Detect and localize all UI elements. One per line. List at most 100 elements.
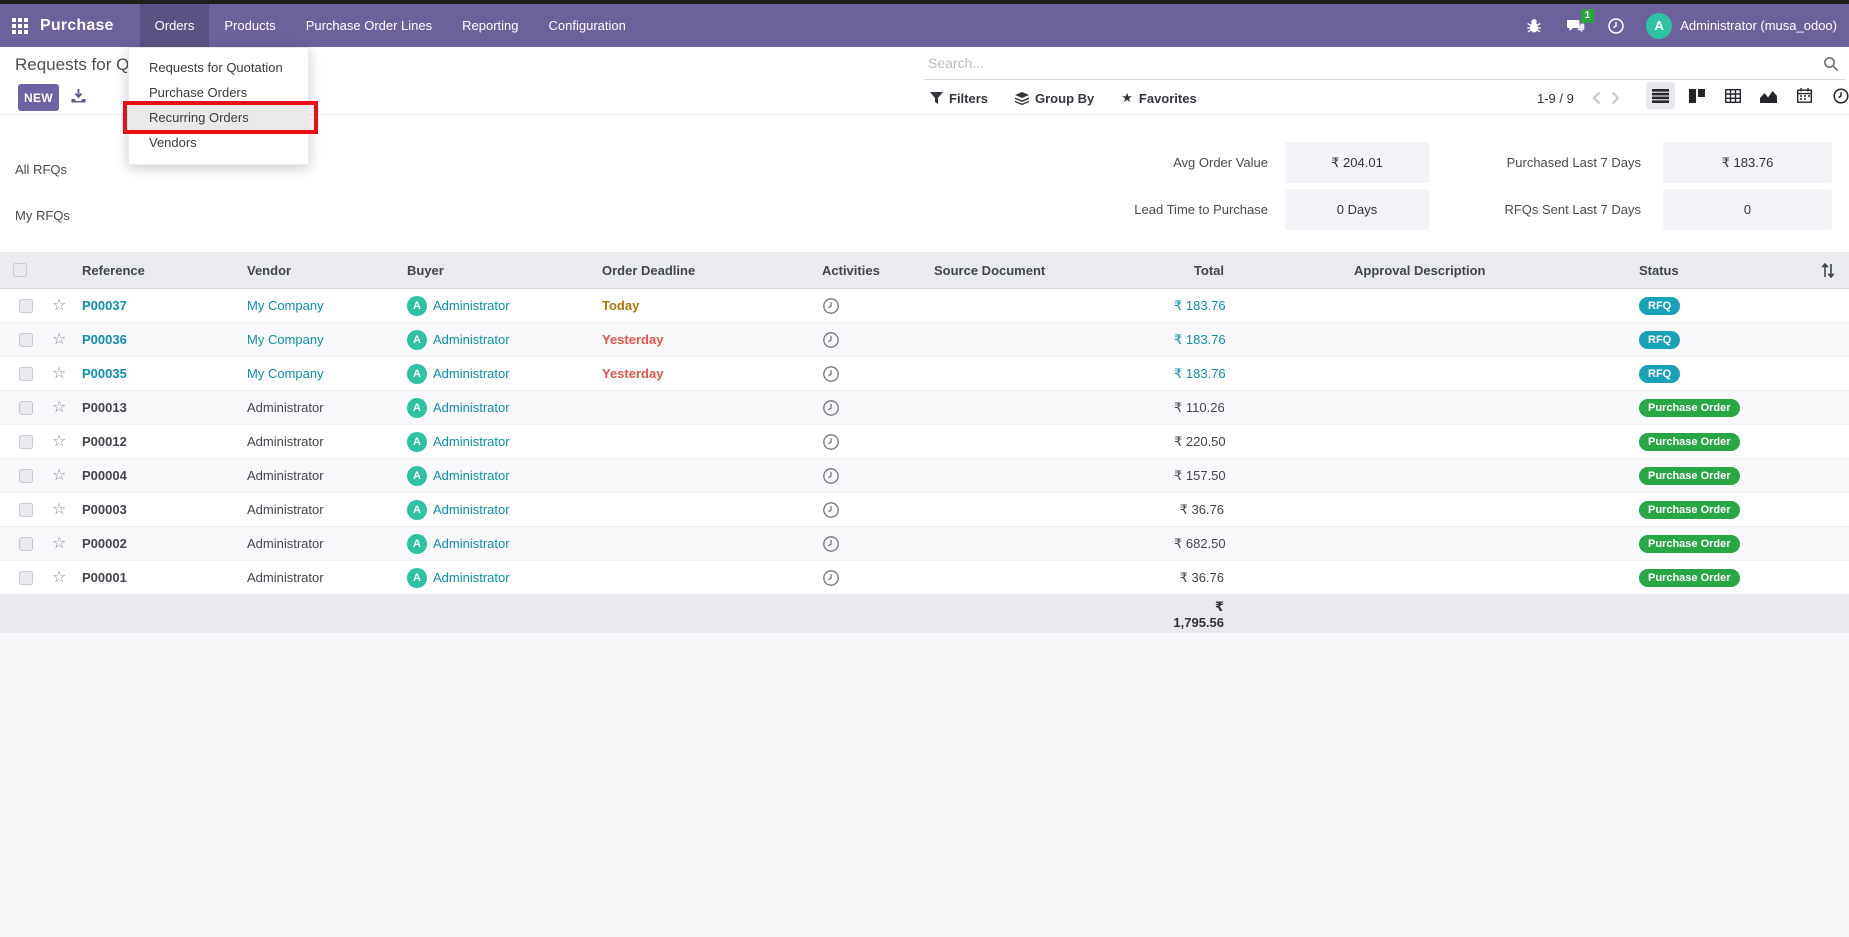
menu-item-purchase-orders[interactable]: Purchase Orders (149, 85, 248, 100)
header-status[interactable]: Status (1639, 262, 1679, 278)
nav-menu-reporting[interactable]: Reporting (462, 18, 519, 33)
nav-menu-products[interactable]: Products (224, 18, 276, 33)
row-checkbox[interactable] (19, 434, 33, 449)
app-title[interactable]: Purchase (40, 16, 114, 34)
table-row[interactable]: ☆ P00012 Administrator A Administrator ₹… (0, 425, 1849, 459)
reference-link[interactable]: P00004 (82, 468, 127, 483)
schedule-activity-clock-icon[interactable] (822, 467, 922, 485)
header-vendor[interactable]: Vendor (247, 262, 292, 278)
purchased-last-7-days-box[interactable]: ₹ 183.76 (1663, 142, 1832, 183)
schedule-activity-clock-icon[interactable] (822, 501, 922, 519)
schedule-activity-clock-icon[interactable] (822, 365, 922, 383)
schedule-activity-clock-icon[interactable] (822, 433, 922, 451)
group-by-button[interactable]: Group By (1015, 91, 1094, 106)
nav-menu-orders[interactable]: Orders (139, 4, 210, 47)
debug-bug-icon[interactable] (1523, 15, 1545, 37)
buyer-cell[interactable]: A Administrator (395, 329, 590, 350)
pager-prev-icon[interactable] (1592, 91, 1601, 105)
menu-item-requests-for-quotation[interactable]: Requests for Quotation (149, 60, 283, 75)
vendor-cell[interactable]: My Company (247, 332, 324, 347)
reference-link[interactable]: P00013 (82, 400, 127, 415)
vendor-cell[interactable]: Administrator (247, 502, 324, 517)
table-row[interactable]: ☆ P00013 Administrator A Administrator ₹… (0, 391, 1849, 425)
reference-link[interactable]: P00035 (82, 366, 127, 381)
buyer-cell[interactable]: A Administrator (395, 363, 590, 384)
buyer-cell[interactable]: A Administrator (395, 499, 590, 520)
view-graph-icon[interactable] (1754, 82, 1783, 109)
favorite-star-icon[interactable]: ☆ (52, 502, 67, 517)
view-kanban-icon[interactable] (1682, 82, 1711, 109)
header-activities[interactable]: Activities (822, 262, 880, 278)
menu-item-recurring-orders[interactable]: Recurring Orders (123, 101, 318, 134)
row-checkbox[interactable] (19, 570, 33, 585)
messages-icon[interactable]: 1 (1564, 8, 1595, 37)
schedule-activity-clock-icon[interactable] (822, 569, 922, 587)
row-checkbox[interactable] (19, 400, 33, 415)
reference-link[interactable]: P00036 (82, 332, 127, 347)
user-menu[interactable]: A Administrator (musa_odoo) (1646, 12, 1837, 39)
new-button[interactable]: NEW (18, 84, 59, 111)
table-row[interactable]: ☆ P00003 Administrator A Administrator ₹… (0, 493, 1849, 527)
buyer-cell[interactable]: A Administrator (395, 533, 590, 554)
apps-grid-icon[interactable] (0, 4, 40, 47)
schedule-activity-clock-icon[interactable] (822, 535, 922, 553)
favorite-star-icon[interactable]: ☆ (52, 536, 67, 551)
favorite-star-icon[interactable]: ☆ (52, 468, 67, 483)
nav-menu-purchase-order-lines[interactable]: Purchase Order Lines (305, 18, 433, 33)
vendor-cell[interactable]: Administrator (247, 434, 324, 449)
vendor-cell[interactable]: My Company (247, 298, 324, 313)
select-all-checkbox[interactable] (13, 263, 27, 277)
schedule-activity-clock-icon[interactable] (822, 297, 922, 315)
avg-order-value-box[interactable]: ₹ 204.01 (1285, 142, 1429, 183)
header-approval-description[interactable]: Approval Description (1354, 262, 1486, 278)
favorite-star-icon[interactable]: ☆ (52, 366, 67, 381)
menu-item-vendors[interactable]: Vendors (149, 135, 197, 150)
nav-menu-configuration[interactable]: Configuration (548, 18, 626, 33)
table-row[interactable]: ☆ P00036 My Company A Administrator Yest… (0, 323, 1849, 357)
table-row[interactable]: ☆ P00001 Administrator A Administrator ₹… (0, 561, 1849, 595)
row-checkbox[interactable] (19, 502, 33, 517)
reference-link[interactable]: P00012 (82, 434, 127, 449)
row-checkbox[interactable] (19, 536, 33, 551)
favorite-star-icon[interactable]: ☆ (52, 332, 67, 347)
favorite-star-icon[interactable]: ☆ (52, 400, 67, 415)
favorites-button[interactable]: ★ Favorites (1121, 90, 1197, 106)
column-options-icon[interactable] (1807, 262, 1849, 278)
buyer-cell[interactable]: A Administrator (395, 465, 590, 486)
row-checkbox[interactable] (19, 332, 33, 347)
header-source-document[interactable]: Source Document (934, 262, 1046, 278)
header-reference[interactable]: Reference (82, 262, 145, 278)
row-checkbox[interactable] (19, 366, 33, 381)
buyer-cell[interactable]: A Administrator (395, 295, 590, 316)
search-input[interactable] (924, 49, 1784, 77)
row-checkbox[interactable] (19, 468, 33, 483)
header-buyer[interactable]: Buyer (407, 262, 444, 278)
table-row[interactable]: ☆ P00002 Administrator A Administrator ₹… (0, 527, 1849, 561)
view-list-icon[interactable] (1646, 82, 1675, 109)
view-calendar-icon[interactable] (1790, 82, 1819, 109)
reference-link[interactable]: P00037 (82, 298, 127, 313)
view-activity-icon[interactable] (1826, 82, 1849, 109)
table-row[interactable]: ☆ P00035 My Company A Administrator Yest… (0, 357, 1849, 391)
vendor-cell[interactable]: Administrator (247, 400, 324, 415)
vendor-cell[interactable]: Administrator (247, 570, 324, 585)
pager-next-icon[interactable] (1611, 91, 1620, 105)
filters-button[interactable]: Filters (930, 91, 988, 106)
row-checkbox[interactable] (19, 298, 33, 313)
favorite-star-icon[interactable]: ☆ (52, 434, 67, 449)
favorite-star-icon[interactable]: ☆ (52, 570, 67, 585)
header-order-deadline[interactable]: Order Deadline (602, 262, 696, 278)
vendor-cell[interactable]: Administrator (247, 468, 324, 483)
favorite-star-icon[interactable]: ☆ (52, 298, 67, 313)
table-row[interactable]: ☆ P00037 My Company A Administrator Toda… (0, 289, 1849, 323)
reference-link[interactable]: P00002 (82, 536, 127, 551)
reference-link[interactable]: P00001 (82, 570, 127, 585)
rfqs-sent-box[interactable]: 0 (1663, 189, 1832, 230)
view-pivot-icon[interactable] (1718, 82, 1747, 109)
vendor-cell[interactable]: My Company (247, 366, 324, 381)
vendor-cell[interactable]: Administrator (247, 536, 324, 551)
buyer-cell[interactable]: A Administrator (395, 431, 590, 452)
buyer-cell[interactable]: A Administrator (395, 397, 590, 418)
table-row[interactable]: ☆ P00004 Administrator A Administrator ₹… (0, 459, 1849, 493)
schedule-activity-clock-icon[interactable] (822, 331, 922, 349)
